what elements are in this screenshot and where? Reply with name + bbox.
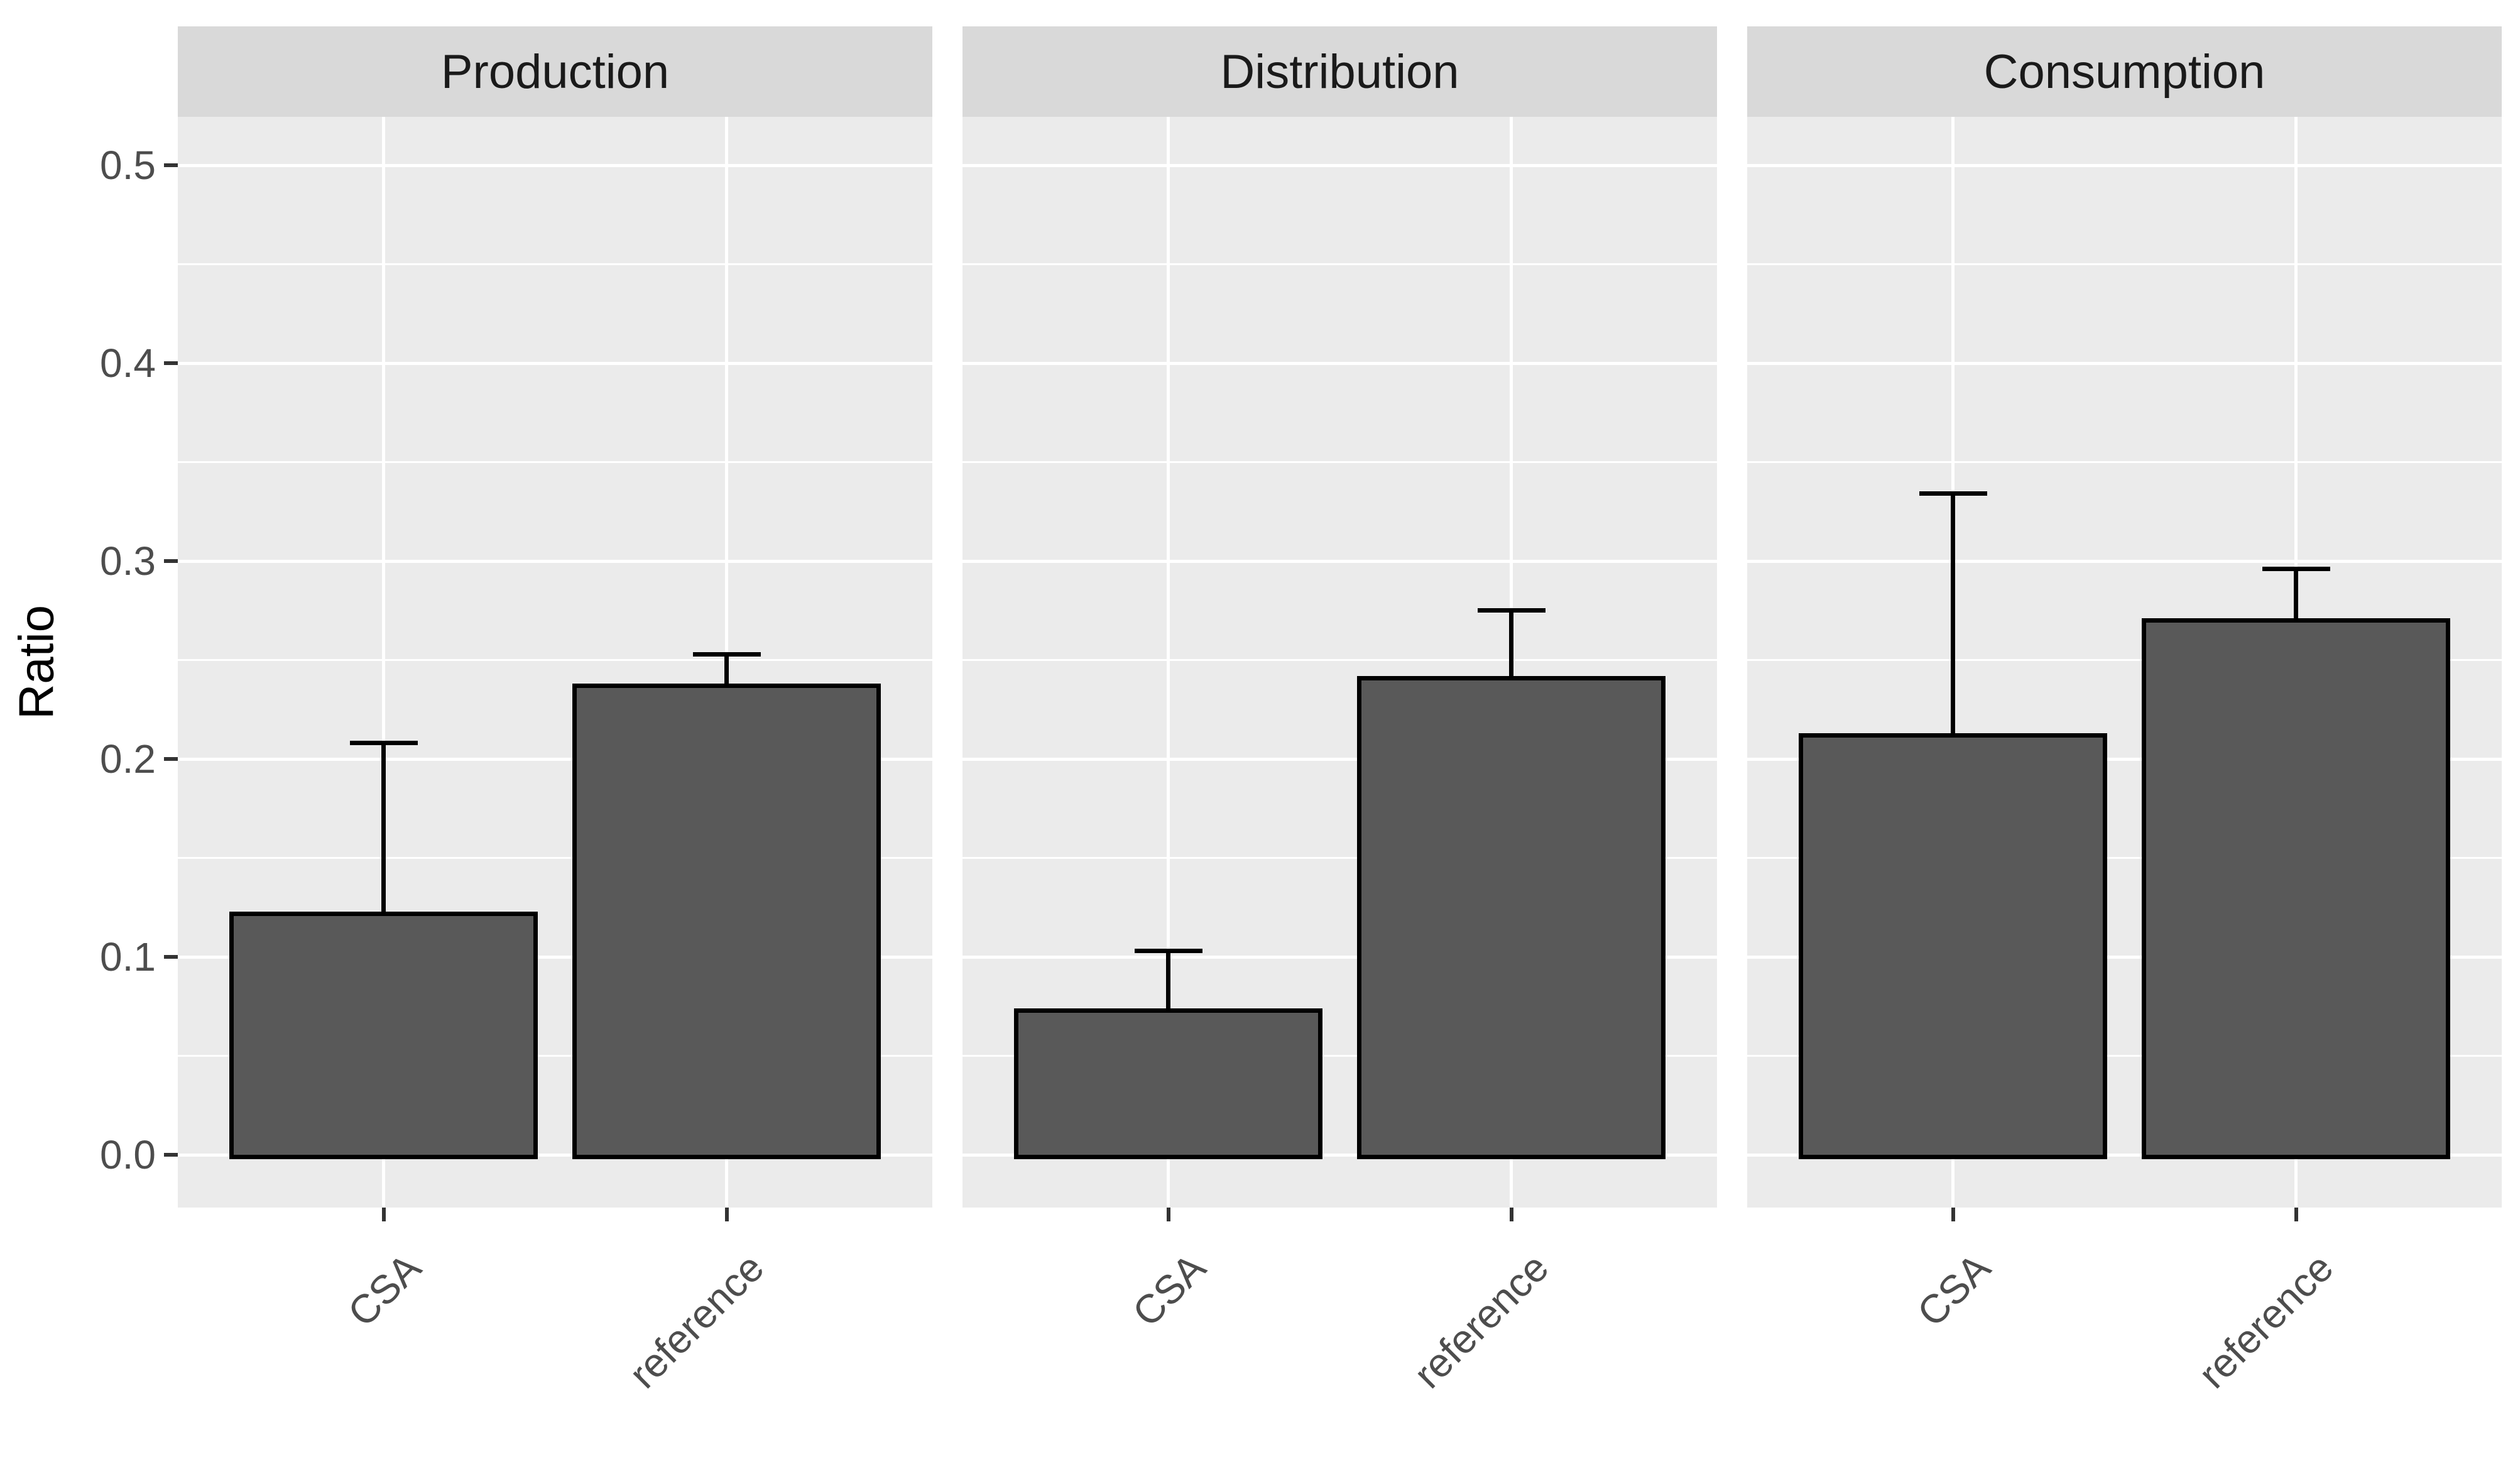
bar-distribution-csa: [1014, 1008, 1322, 1159]
bar-production-csa: [229, 911, 538, 1159]
gridline-major: [178, 1153, 932, 1157]
gridline-minor: [962, 659, 1717, 661]
facet-title: Distribution: [1220, 45, 1459, 99]
panel-consumption: [1747, 117, 2502, 1208]
errorbar-line-distribution-csa: [1166, 951, 1170, 1008]
x-axis-tick: [1509, 1208, 1513, 1221]
gridline-minor: [1747, 263, 2502, 265]
gridline-major: [962, 361, 1717, 365]
errorbar-cap-production-reference: [692, 652, 761, 657]
bar-consumption-reference: [2142, 618, 2450, 1159]
gridline-minor: [962, 1055, 1717, 1057]
errorbar-cap-consumption-csa: [1919, 491, 1987, 496]
gridline-minor: [178, 461, 932, 463]
x-axis-tick: [1166, 1208, 1170, 1221]
facet-strip-production: Production: [178, 26, 932, 117]
bar-consumption-csa: [1799, 733, 2107, 1159]
errorbar-line-consumption-csa: [1951, 493, 1955, 734]
gridline-major: [178, 361, 932, 365]
x-tick-label-reference: reference: [2189, 1245, 2342, 1397]
errorbar-cap-distribution-csa: [1134, 949, 1202, 954]
y-axis-tick: [164, 955, 178, 959]
y-axis-tick: [164, 163, 178, 167]
x-tick-label-reference: reference: [620, 1245, 773, 1397]
x-tick-label-csa: CSA: [339, 1245, 430, 1336]
x-axis-tick: [1951, 1208, 1955, 1221]
errorbar-cap-production-csa: [349, 741, 418, 746]
gridline-minor: [1747, 461, 2502, 463]
y-axis-tick: [164, 361, 178, 365]
gridline-minor: [962, 263, 1717, 265]
bar-production-reference: [572, 684, 881, 1159]
panel-production: [178, 117, 932, 1208]
y-axis-tick: [164, 757, 178, 761]
gridline-major: [1747, 361, 2502, 365]
x-axis-tick: [2294, 1208, 2298, 1221]
gridline-major: [1747, 1153, 2502, 1157]
x-axis-tick: [381, 1208, 386, 1221]
gridline-minor: [1747, 659, 2502, 661]
gridline-major: [962, 955, 1717, 959]
y-axis-tick: [164, 1153, 178, 1157]
errorbar-line-consumption-reference: [2294, 569, 2298, 619]
gridline-major: [1747, 757, 2502, 761]
gridline-vertical: [1167, 117, 1170, 1208]
panel-distribution: [962, 117, 1717, 1208]
gridline-major: [1747, 163, 2502, 167]
facet-strip-distribution: Distribution: [962, 26, 1717, 117]
gridline-minor: [1747, 1055, 2502, 1057]
y-axis-tick: [164, 559, 178, 563]
errorbar-cap-distribution-reference: [1477, 608, 1546, 613]
bar-distribution-reference: [1357, 675, 1666, 1159]
x-tick-label-csa: CSA: [1908, 1245, 1999, 1336]
gridline-major: [1747, 559, 2502, 563]
gridline-minor: [962, 857, 1717, 859]
gridline-major: [962, 757, 1717, 761]
gridline-major: [1747, 955, 2502, 959]
errorbar-cap-consumption-reference: [2262, 567, 2330, 572]
gridline-major: [178, 757, 932, 761]
gridline-major: [962, 163, 1717, 167]
gridline-major: [962, 559, 1717, 563]
gridline-minor: [178, 1055, 932, 1057]
x-tick-label-csa: CSA: [1123, 1245, 1214, 1336]
x-axis-tick: [724, 1208, 729, 1221]
gridline-vertical: [382, 117, 385, 1208]
y-tick-label: 0.4: [100, 341, 156, 386]
facet-strip-consumption: Consumption: [1747, 26, 2502, 117]
facet-title: Production: [440, 45, 670, 99]
y-axis-title: Ratio: [8, 604, 64, 720]
gridline-minor: [178, 659, 932, 661]
gridline-major: [178, 559, 932, 563]
y-tick-label: 0.1: [100, 934, 156, 979]
y-tick-label: 0.5: [100, 143, 156, 188]
gridline-major: [962, 1153, 1717, 1157]
gridline-minor: [178, 857, 932, 859]
y-tick-label: 0.0: [100, 1132, 156, 1177]
errorbar-line-production-csa: [381, 743, 386, 912]
y-tick-label: 0.3: [100, 538, 156, 584]
errorbar-line-distribution-reference: [1509, 610, 1513, 676]
gridline-major: [178, 955, 932, 959]
x-tick-label-reference: reference: [1405, 1245, 1557, 1397]
facet-title: Consumption: [1983, 45, 2265, 99]
gridline-minor: [1747, 857, 2502, 859]
gridline-minor: [178, 263, 932, 265]
gridline-major: [178, 163, 932, 167]
errorbar-line-production-reference: [724, 654, 729, 684]
y-tick-label: 0.2: [100, 736, 156, 782]
gridline-minor: [962, 461, 1717, 463]
